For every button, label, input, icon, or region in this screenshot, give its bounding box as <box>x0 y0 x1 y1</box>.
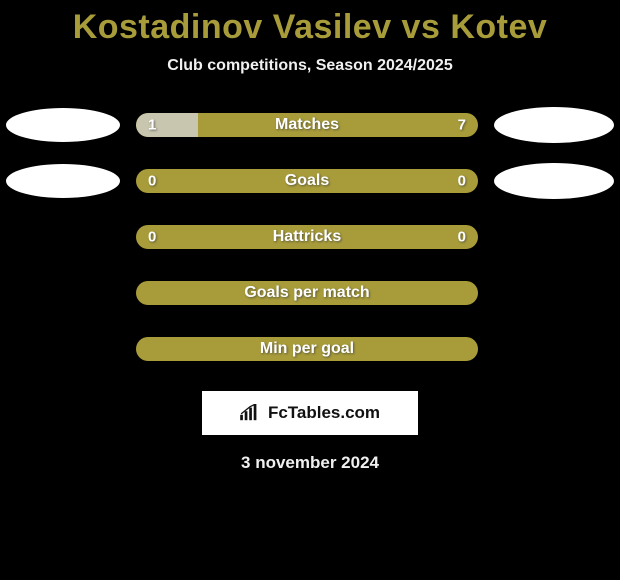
comparison-card: Kostadinov Vasilev vs Kotev Club competi… <box>0 0 620 473</box>
stat-row: 0 0Goals <box>0 163 620 199</box>
player-left-bubble <box>6 108 120 142</box>
player-left-bubble <box>6 220 120 254</box>
stat-row: Min per goal <box>0 331 620 367</box>
stat-bar: Goals per match <box>136 281 478 305</box>
stat-row: 0 0Hattricks <box>0 219 620 255</box>
stat-value-right: 0 <box>458 229 466 246</box>
stat-bar: 1 7Matches <box>136 113 478 137</box>
date-label: 3 november 2024 <box>0 453 620 473</box>
stat-bar: 0 0Goals <box>136 169 478 193</box>
stat-label: Hattricks <box>136 228 478 246</box>
stat-row: 1 7Matches <box>0 107 620 143</box>
stat-label: Goals per match <box>136 284 478 302</box>
stat-value-left: 0 <box>148 173 156 190</box>
player-right-bubble <box>494 331 614 367</box>
brand-logo[interactable]: FcTables.com <box>202 391 418 435</box>
player-right-bubble <box>494 163 614 199</box>
page-title: Kostadinov Vasilev vs Kotev <box>0 8 620 47</box>
player-right-bubble <box>494 107 614 143</box>
stat-label: Matches <box>136 116 478 134</box>
stat-label: Goals <box>136 172 478 190</box>
brand-text: FcTables.com <box>268 403 380 423</box>
stat-row: Goals per match <box>0 275 620 311</box>
player-left-bubble <box>6 164 120 198</box>
stat-value-right: 7 <box>458 117 466 134</box>
player-left-bubble <box>6 276 120 310</box>
chart-icon <box>240 404 262 422</box>
subtitle: Club competitions, Season 2024/2025 <box>0 57 620 75</box>
stat-bar: Min per goal <box>136 337 478 361</box>
stat-section: 17Matches00Goals00HattricksGoals per mat… <box>0 107 620 367</box>
stat-value-left: 1 <box>148 117 156 134</box>
stat-bar: 0 0Hattricks <box>136 225 478 249</box>
stat-value-right: 0 <box>458 173 466 190</box>
player-right-bubble <box>494 219 614 255</box>
player-right-bubble <box>494 275 614 311</box>
player-left-bubble <box>6 332 120 366</box>
stat-label: Min per goal <box>136 340 478 358</box>
stat-value-left: 0 <box>148 229 156 246</box>
